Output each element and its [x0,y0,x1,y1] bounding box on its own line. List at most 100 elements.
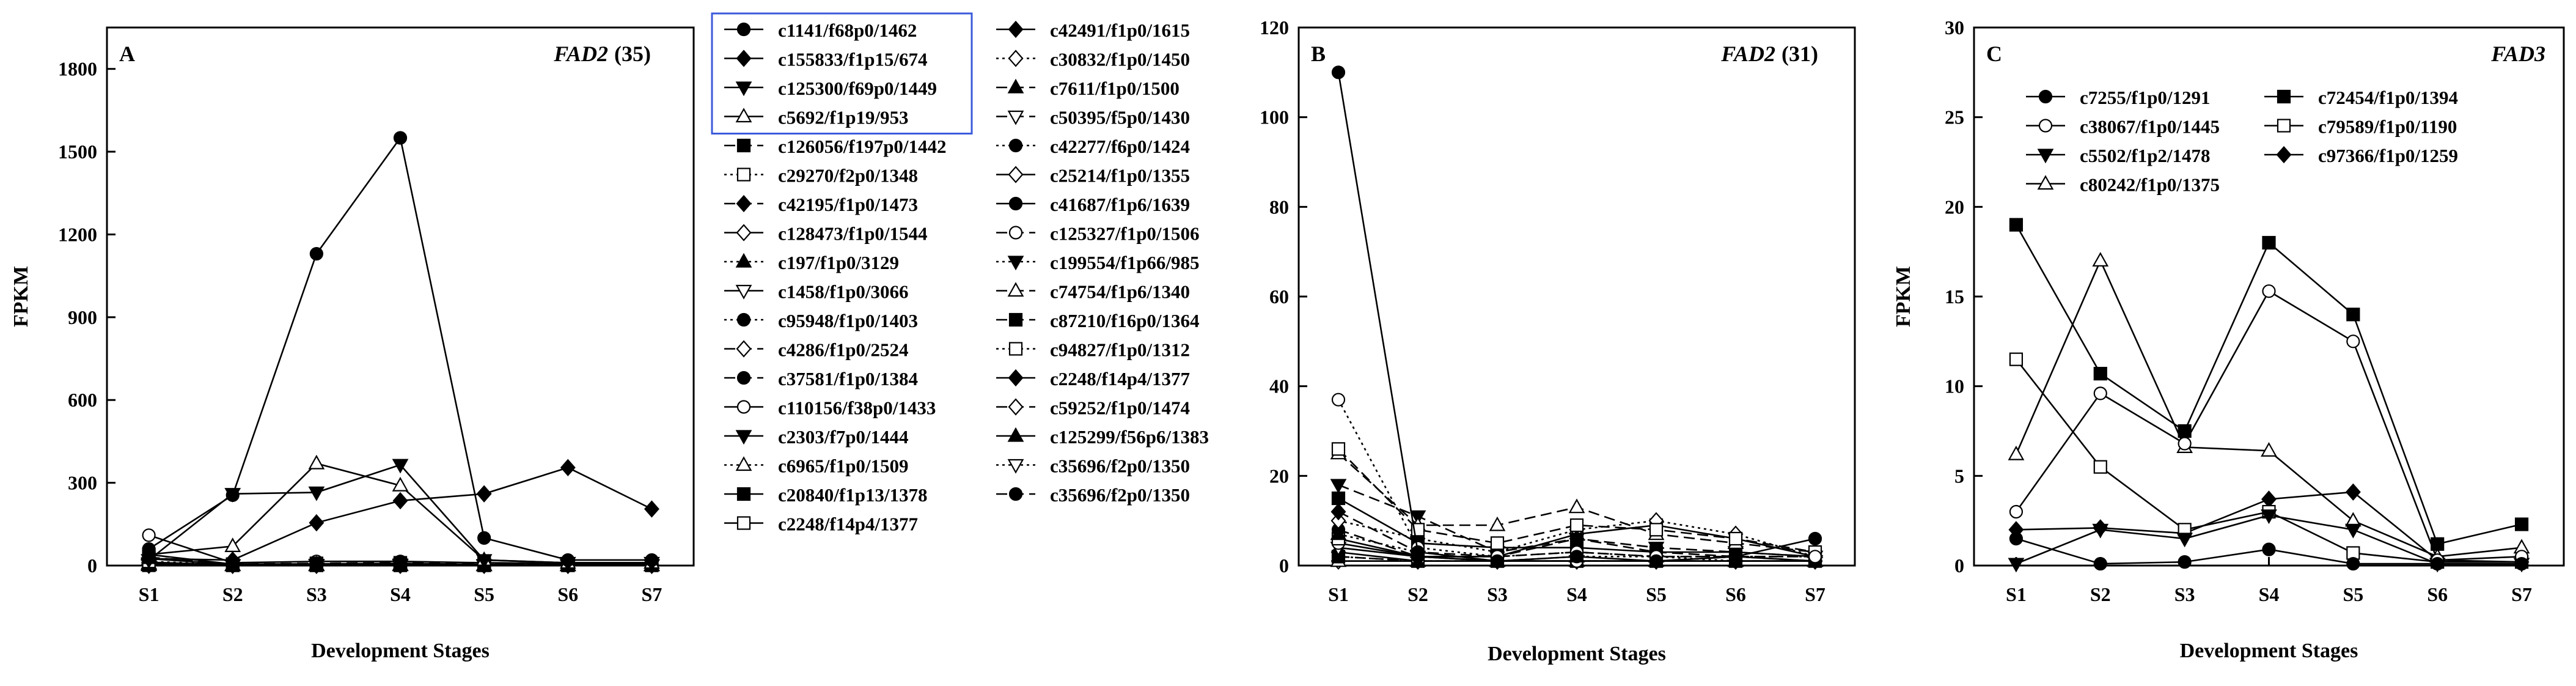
panel-c: 0 5 10 15 20 25 30 S1 S2 S3 S4 S5 S6 S7 Development St… [1892,17,2565,662]
data-point [393,556,408,570]
legend-marker [1008,138,1023,153]
y-tick-label: 25 [1945,106,1964,128]
data-point [2261,442,2277,457]
legend-marker [1008,196,1023,211]
x-tick-label: S2 [222,583,243,605]
legend-label: c87210/f16p0/1364 [1050,310,1200,331]
legend-label: c30832/f1p0/1450 [1050,49,1190,70]
legend-label: c94827/f1p0/1312 [1050,339,1190,361]
data-point [2346,556,2360,571]
data-point [2093,386,2107,400]
legend-marker [1008,487,1023,501]
data-point [1489,516,1506,531]
data-point [1808,531,1822,546]
legend-marker [2277,119,2291,133]
legend-item: c80242/f1p0/1375 [2026,174,2220,196]
legend-item: c74754/f1p6/1340 [996,281,1190,303]
y-tick-label: 600 [68,389,97,411]
legend-marker [736,371,751,385]
data-point [2261,509,2277,525]
series-s1 [1331,65,1822,568]
legend-item: c20840/f1p13/1378 [724,484,928,506]
legend-label: c74754/f1p6/1340 [1050,281,1190,303]
y-tick-label: 0 [87,555,97,577]
data-point [2261,490,2277,508]
data-point [1568,533,1585,548]
y-tick-label: 30 [1945,17,1964,39]
x-tick-label: S4 [2259,583,2280,605]
legend-label: c5502/f1p2/1478 [2080,145,2211,166]
series-c38067-f1p0-1445 [2009,284,2529,567]
legend-item: c94827/f1p0/1312 [996,339,1190,361]
legend-label: c155833/f1p15/674 [778,49,928,70]
panel-title-gene: FAD3 [2490,42,2545,66]
legend-label: c2248/f14p4/1377 [778,514,918,535]
series-c155833-f1p15-674 [141,459,659,569]
x-tick-label: S6 [2427,583,2448,605]
y-tick-label: 20 [1269,465,1289,487]
plot-frame [1297,26,1856,567]
panel-title-gene: FAD2 [1720,42,1775,66]
legend-item: c2248/f14p4/1377 [996,368,1190,389]
legend-label: c79589/f1p0/1190 [2318,116,2457,138]
y-tick-label: 5 [1954,465,1964,487]
legend-marker [1008,398,1024,416]
legend-item: c42491/f1p0/1615 [996,20,1190,41]
series-c79589-f1p0-1190 [2009,352,2529,569]
panel-title: FAD2 (31) [1720,42,1818,66]
data-point [2009,352,2024,366]
legend-highlight-box [711,12,973,135]
legend-label: c41687/f1p6/1639 [1050,194,1190,215]
legend-panel-c: c7255/f1p0/1291 c38067/f1p0/1445 c5502/f1p… [2026,87,2458,196]
y-tick-label: 300 [68,472,97,494]
x-tick-label: S7 [642,583,662,605]
legend-label: c7611/f1p0/1500 [1050,78,1180,99]
panel-label: C [1986,42,2002,66]
data-point [1648,542,1665,556]
data-point [1331,65,1346,79]
legend-item: c197/f1p0/3129 [724,252,899,273]
legend-marker [2037,175,2054,190]
legend-marker [1008,369,1024,387]
series-c7255-f1p0-1291 [2009,531,2529,571]
legend-label: c42277/f6p0/1424 [1050,136,1190,157]
legend-marker [736,194,752,213]
legend-item: c72454/f1p0/1394 [2264,87,2458,108]
data-point [1331,393,1346,407]
x-tick-label: S1 [1328,583,1349,605]
panel-label: B [1311,42,1326,66]
data-point [392,459,409,474]
legend-label: c35696/f2p0/1350 [1050,455,1190,477]
legend-item: c7611/f1p0/1500 [996,78,1180,99]
y-tick-label: 900 [68,306,97,328]
data-point [1808,550,1822,564]
legend-marker [735,253,752,268]
x-axis-label: Development Stages [2180,640,2358,662]
data-point [2009,504,2024,519]
legend-label: c1458/f1p0/3066 [778,281,909,303]
legend-label: c4286/f1p0/2524 [778,339,909,361]
legend-label: c197/f1p0/3129 [778,252,899,273]
legend-item: c155833/f1p15/674 [724,49,928,70]
data-point [2009,218,2024,232]
legend-marker [1007,282,1024,297]
data-point [1490,554,1505,568]
x-tick-label: S3 [1487,583,1508,605]
legend-marker [736,168,751,182]
data-point [142,528,156,542]
legend-item: c128473/f1p0/1544 [724,223,928,245]
x-tick-label: S5 [1646,583,1667,605]
legend-item: c126056/f197p0/1442 [724,136,947,157]
legend-label: c1141/f68p0/1462 [778,20,917,41]
legend-item: c29270/f2p0/1348 [724,165,918,186]
data-point [1569,518,1584,533]
legend-marker [1007,110,1024,125]
data-point [645,553,659,567]
series-c97366-f1p0-1259 [2008,483,2530,571]
legend-marker [735,108,752,123]
data-point [2093,367,2107,381]
legend-item: c42195/f1p0/1473 [724,194,918,215]
legend-marker [1008,20,1024,39]
panel-b: 0 20 40 60 80 100 120 S1 S2 S3 S4 S5 S6 S7 Development… [1260,17,1856,665]
